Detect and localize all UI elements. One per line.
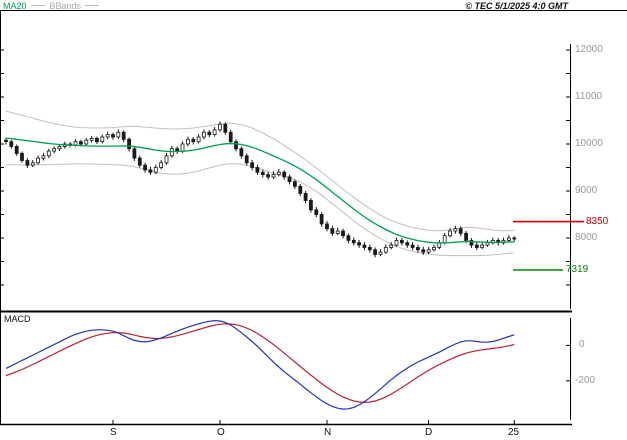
- level-label-resistance: 8350: [586, 216, 609, 227]
- x-tick-december: D: [425, 427, 433, 438]
- macd-tick-0: 0: [579, 339, 585, 350]
- legend: MA20 BBands: [3, 1, 104, 11]
- bbands-line-swatch: [85, 5, 100, 7]
- x-tick-september: S: [110, 427, 117, 438]
- copyright-text: © TEC 5/1/2025 4:0 GMT: [465, 1, 568, 11]
- level-label-support: 7319: [566, 264, 589, 275]
- price-tick-11000: 11000: [575, 91, 603, 102]
- price-tick-10000: 10000: [575, 138, 603, 149]
- price-tick-9000: 9000: [575, 185, 598, 196]
- legend-bbands-label: BBands: [49, 1, 82, 11]
- ma20-line-swatch: [30, 5, 45, 7]
- legend-ma20-label: MA20: [3, 1, 27, 11]
- x-tick-november: N: [324, 427, 332, 438]
- x-tick-october: O: [217, 427, 225, 438]
- x-tick-2025: 25: [508, 427, 520, 438]
- macd-panel-title: MACD: [4, 314, 31, 324]
- price-tick-8000: 8000: [575, 232, 598, 243]
- price-tick-12000: 12000: [575, 44, 603, 55]
- macd-tick-m200: -200: [575, 375, 596, 386]
